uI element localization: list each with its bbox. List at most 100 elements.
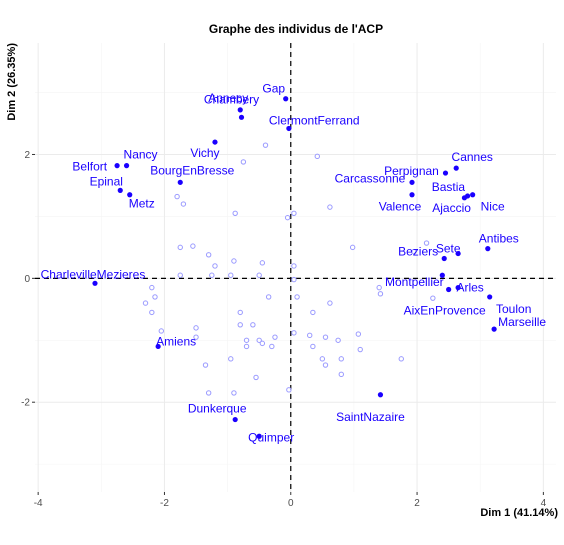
point-label-beziers: Beziers	[398, 245, 438, 259]
unlabeled-point	[228, 272, 234, 278]
y-tick-label: -2	[21, 398, 30, 409]
unlabeled-point	[398, 356, 404, 362]
x-axis-label: Dim 1 (41.14%)	[480, 507, 558, 519]
point-label-saintnazaire: SaintNazaire	[336, 410, 405, 424]
unlabeled-point	[228, 356, 234, 362]
unlabeled-point	[231, 258, 237, 264]
unlabeled-point	[202, 362, 209, 368]
unlabeled-point	[335, 337, 341, 343]
point-valence	[409, 192, 415, 198]
unlabeled-point	[243, 343, 250, 350]
unlabeled-point	[250, 322, 256, 328]
point-label-perpignan: Perpignan	[384, 164, 439, 178]
point-marseille	[491, 326, 497, 332]
chart-title: Graphe des individus de l'ACP	[209, 22, 383, 36]
point-charlevillemezieres	[92, 280, 98, 286]
point-label-epinal: Epinal	[90, 174, 123, 188]
unlabeled-point	[193, 334, 199, 340]
point-nice	[470, 192, 476, 198]
unlabeled-point	[193, 325, 199, 331]
unlabeled-point	[243, 337, 250, 343]
point-label-valence: Valence	[379, 200, 422, 214]
point-label-montpellier: Montpellier	[385, 275, 444, 289]
point-epinal	[117, 187, 123, 193]
unlabeled-point	[253, 374, 259, 381]
unlabeled-point	[212, 263, 218, 269]
point-aixenprovence	[446, 286, 452, 293]
unlabeled-points	[142, 142, 436, 396]
point-label-cannes: Cannes	[452, 150, 493, 164]
point-label-bourgenbresse: BourgEnBresse	[150, 163, 234, 177]
unlabeled-point	[310, 309, 316, 316]
unlabeled-point	[158, 328, 165, 334]
tick-labels: -4 -2 0 2 4 -2 0 2	[21, 150, 546, 509]
point-label-amiens: Amiens	[156, 334, 196, 348]
unlabeled-point	[259, 340, 266, 347]
point-label-toulon: Toulon	[496, 302, 531, 316]
unlabeled-point	[149, 284, 155, 291]
point-label-annecy: Annecy	[208, 91, 248, 105]
x-tick-label: 2	[414, 498, 420, 509]
point-sete	[441, 255, 447, 262]
unlabeled-point	[265, 294, 272, 300]
point-arles	[455, 285, 461, 291]
unlabeled-point	[327, 204, 333, 210]
point-label-sete: Sete	[436, 242, 461, 256]
unlabeled-point	[376, 284, 382, 291]
x-tick-label: 4	[541, 498, 547, 509]
unlabeled-point	[284, 214, 291, 221]
unlabeled-point	[322, 334, 329, 340]
unlabeled-point	[205, 390, 212, 396]
unlabeled-point	[286, 387, 292, 393]
point-vichy	[212, 139, 218, 145]
unlabeled-point	[209, 272, 215, 278]
unlabeled-point	[272, 334, 278, 340]
point-label-clermontferrand: ClermontFerrand	[269, 113, 360, 127]
point-ajaccio	[464, 193, 471, 199]
point-annecy	[237, 107, 243, 113]
unlabeled-point	[377, 291, 384, 297]
point-label-nancy: Nancy	[124, 148, 158, 162]
point-label-vichy: Vichy	[190, 146, 219, 160]
point-label-charlevillemezieres: CharlevilleMezieres	[41, 267, 146, 281]
y-tick-label: 2	[24, 150, 30, 161]
unlabeled-point	[142, 300, 149, 306]
unlabeled-point	[256, 272, 262, 278]
point-montpellier	[439, 272, 445, 278]
unlabeled-point	[319, 356, 326, 362]
point-label-ajaccio: Ajaccio	[432, 201, 471, 215]
unlabeled-point	[240, 159, 247, 165]
point-label-bastia: Bastia	[432, 180, 466, 194]
unlabeled-point	[149, 309, 155, 316]
point-cannes	[453, 165, 459, 171]
unlabeled-point	[231, 390, 237, 396]
point-metz	[127, 192, 133, 198]
point-nancy	[123, 163, 130, 169]
unlabeled-point	[256, 337, 262, 343]
point-label-chambery: Chambery	[204, 92, 259, 106]
point-label-dunkerque: Dunkerque	[188, 402, 247, 416]
point-label-carcassonne: Carcassonne	[335, 171, 406, 185]
unlabeled-point	[237, 322, 243, 328]
point-label-marseille: Marseille	[498, 315, 546, 329]
point-clermontferrand	[286, 125, 292, 132]
point-label-antibes: Antibes	[479, 232, 519, 246]
point-dunkerque	[232, 416, 238, 423]
point-toulon	[487, 294, 493, 300]
point-label-metz: Metz	[129, 197, 155, 211]
unlabeled-point	[291, 263, 297, 269]
point-label-nice: Nice	[481, 200, 505, 214]
point-label-arles: Arles	[456, 281, 483, 295]
point-quimper	[256, 433, 262, 439]
unlabeled-point	[177, 244, 183, 251]
unlabeled-point	[338, 356, 344, 362]
point-saintnazaire	[377, 392, 384, 398]
unlabeled-point	[291, 276, 297, 283]
unlabeled-point	[294, 294, 300, 300]
unlabeled-point	[190, 243, 196, 249]
unlabeled-point	[177, 272, 183, 278]
point-gap	[283, 96, 289, 102]
unlabeled-point	[338, 371, 344, 378]
point-antibes	[485, 246, 491, 252]
unlabeled-point	[259, 260, 266, 266]
